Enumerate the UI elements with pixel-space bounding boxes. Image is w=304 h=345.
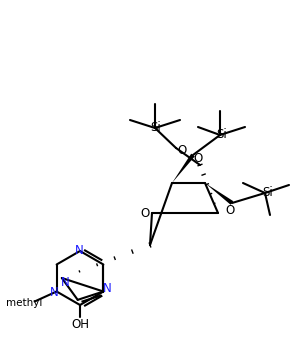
Text: O: O [193,151,203,165]
Polygon shape [205,183,233,205]
Text: Si: Si [263,186,273,198]
Text: Si: Si [150,120,161,134]
Text: Si: Si [217,128,227,140]
Text: OH: OH [71,318,89,332]
Text: N: N [60,276,69,288]
Text: N: N [50,286,59,299]
Text: O: O [177,144,187,157]
Text: methyl: methyl [6,298,43,308]
Text: N: N [74,244,83,256]
Text: N: N [103,282,112,295]
Text: O: O [225,204,235,217]
Text: O: O [140,207,150,219]
Polygon shape [172,154,195,183]
